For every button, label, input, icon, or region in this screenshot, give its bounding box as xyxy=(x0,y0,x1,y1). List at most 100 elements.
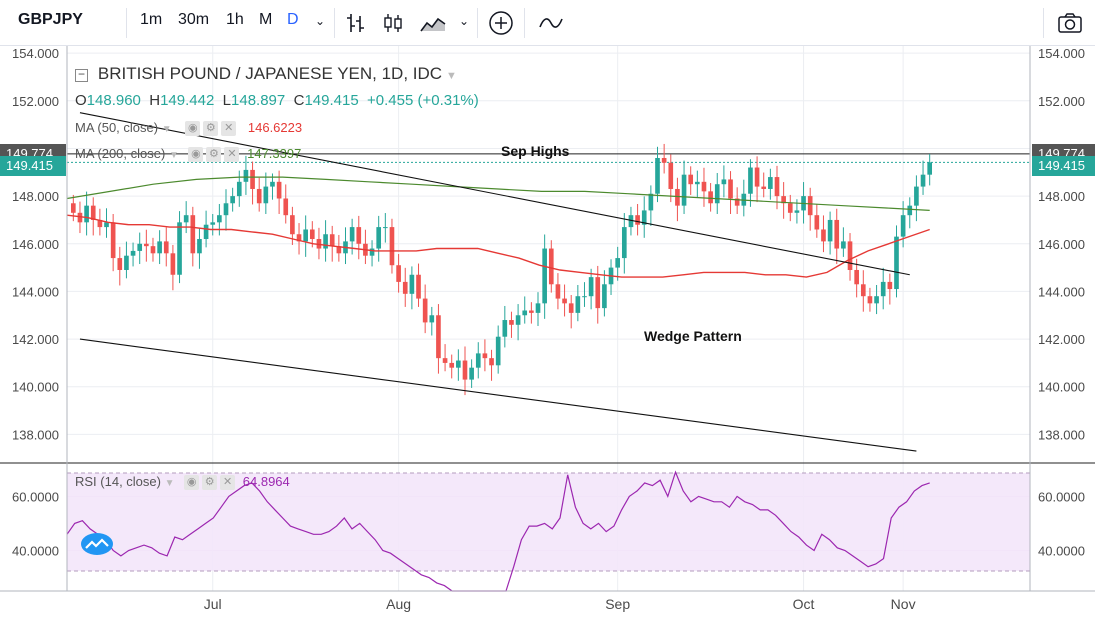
candle-body xyxy=(688,174,694,185)
candle-body xyxy=(84,205,89,223)
candle-body xyxy=(383,227,388,229)
wedge-pattern-annotation: Wedge Pattern xyxy=(644,328,742,344)
candle-body xyxy=(807,196,813,216)
candle-body xyxy=(190,215,196,254)
candle-body xyxy=(854,269,859,285)
candle-body xyxy=(217,215,222,223)
candle-body xyxy=(661,157,667,163)
candle-body xyxy=(177,222,182,275)
toolbar-divider xyxy=(334,8,335,38)
candle-body xyxy=(110,222,116,259)
candle-body xyxy=(787,203,793,213)
eye-icon[interactable]: ◉ xyxy=(184,475,200,491)
candle-body xyxy=(236,181,242,197)
snapshot-camera-icon[interactable] xyxy=(1057,12,1083,34)
rsi-tick-label: 60.0000 xyxy=(1038,489,1085,504)
candle-body xyxy=(847,241,853,270)
candle-body xyxy=(130,250,136,256)
symbol-button[interactable]: GBPJPY xyxy=(18,11,83,28)
candle-body xyxy=(880,281,886,297)
chart-area[interactable]: 154.000152.000150.000148.000146.000144.0… xyxy=(0,46,1095,616)
x-tick-label: Jul xyxy=(204,596,222,612)
chevron-down-icon[interactable]: ▼ xyxy=(168,150,179,161)
gear-icon[interactable]: ⚙ xyxy=(202,475,218,491)
gear-icon[interactable]: ⚙ xyxy=(203,121,219,137)
candle-body xyxy=(874,296,879,304)
chevron-down-icon[interactable]: ⌄ xyxy=(315,14,326,28)
chevron-down-icon[interactable]: ▼ xyxy=(164,478,175,489)
y-axis-right: 154.000152.000150.000148.000146.000144.0… xyxy=(1038,46,1085,558)
ma50-legend[interactable]: MA (50, close) ▼ ◉ ⚙ ✕ 146.6223 xyxy=(75,120,303,137)
open-label: O xyxy=(75,92,87,109)
candle-type-icon[interactable] xyxy=(382,12,404,34)
y-tick-label: 154.000 xyxy=(12,46,59,61)
y-axis-left: 154.000152.000150.000148.000146.000144.0… xyxy=(12,46,59,558)
candle-body xyxy=(555,284,561,299)
chevron-down-icon[interactable]: ▼ xyxy=(445,70,457,82)
candle-body xyxy=(900,215,906,237)
candle-body xyxy=(256,188,262,204)
area-type-icon[interactable] xyxy=(419,12,447,34)
interval-1h-button[interactable]: 1h xyxy=(226,11,244,28)
candle-body xyxy=(77,212,83,223)
chevron-down-icon[interactable]: ▼ xyxy=(161,124,172,135)
candle-body xyxy=(402,281,408,294)
candle-body xyxy=(588,277,594,297)
candle-body xyxy=(270,181,275,187)
interval-month-button[interactable]: M xyxy=(259,11,273,28)
candle-body xyxy=(356,227,362,244)
candle-body xyxy=(867,296,873,304)
ma200-value: 147.3397 xyxy=(247,146,302,161)
candle-body xyxy=(834,219,840,249)
candle-body xyxy=(509,320,514,325)
candle-body xyxy=(907,205,913,216)
legend-title-row: − BRITISH POUND / JAPANESE YEN, 1D, IDC … xyxy=(75,64,457,84)
close-icon[interactable]: ✕ xyxy=(220,475,236,491)
low-label: L xyxy=(222,92,232,109)
chevron-down-icon[interactable]: ⌄ xyxy=(459,14,470,28)
candle-body xyxy=(117,258,123,270)
interval-1m-button[interactable]: 1m xyxy=(140,11,163,28)
candle-body xyxy=(502,320,508,337)
close-icon[interactable]: ✕ xyxy=(221,121,237,137)
candle-body xyxy=(290,215,295,235)
collapse-icon[interactable]: − xyxy=(75,68,88,82)
change-value: +0.455 (+0.31%) xyxy=(367,92,479,109)
y-tick-label: 152.000 xyxy=(1038,94,1085,109)
y-tick-label: 144.000 xyxy=(1038,284,1085,299)
candle-body xyxy=(124,255,129,270)
close-icon[interactable]: ✕ xyxy=(224,147,240,163)
gear-icon[interactable]: ⚙ xyxy=(206,147,222,163)
candle-body xyxy=(628,215,634,228)
sep-highs-annotation: Sep Highs xyxy=(501,143,570,159)
ma200-legend[interactable]: MA (200, close) ▼ ◉ ⚙ ✕ 147.3397 xyxy=(75,146,302,163)
rsi-label: RSI (14, close) xyxy=(75,474,161,489)
ma200-line xyxy=(66,176,930,211)
rsi-value: 64.8964 xyxy=(242,474,290,489)
ohlc-row: O148.960 H149.442 L148.897 C149.415 +0.4… xyxy=(75,92,479,109)
candle-body xyxy=(104,222,109,228)
candle-body xyxy=(144,243,149,247)
interval-30m-button[interactable]: 30m xyxy=(178,11,210,28)
candle-body xyxy=(841,241,846,249)
compare-plus-icon[interactable] xyxy=(488,10,514,36)
close-label: C xyxy=(293,92,305,109)
eye-icon[interactable]: ◉ xyxy=(185,121,201,137)
last-price-tag-left: 149.415 xyxy=(0,156,66,177)
candle-body xyxy=(70,203,76,213)
rsi-legend[interactable]: RSI (14, close) ▼ ◉ ⚙ ✕ 64.8964 xyxy=(75,474,290,491)
ma50-value: 146.6223 xyxy=(247,120,303,135)
candle-body xyxy=(635,215,640,225)
toolbar-divider xyxy=(524,8,525,38)
y-tick-label: 142.000 xyxy=(12,332,59,347)
line-tool-icon[interactable] xyxy=(538,13,564,33)
eye-icon[interactable]: ◉ xyxy=(188,147,204,163)
candle-body xyxy=(515,315,521,325)
ma50-label: MA (50, close) xyxy=(75,120,159,135)
bar-type-icon[interactable] xyxy=(345,12,367,34)
ma200-label: MA (200, close) xyxy=(75,146,166,161)
candle-body xyxy=(821,229,826,242)
candle-body xyxy=(641,210,647,225)
x-tick-label: Sep xyxy=(605,596,630,612)
interval-day-button[interactable]: D xyxy=(287,11,299,28)
